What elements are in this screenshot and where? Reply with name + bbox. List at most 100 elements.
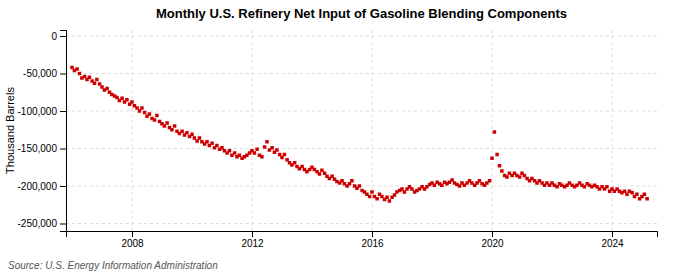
point [555, 185, 559, 189]
grid-line [252, 30, 253, 231]
grid-line [66, 73, 657, 74]
point [195, 139, 199, 143]
tick-label: 2008 [121, 238, 144, 249]
point [518, 175, 522, 179]
tick-label: -100,000 [18, 106, 58, 117]
grid [66, 30, 657, 231]
tick-mark [60, 111, 66, 112]
point [233, 151, 237, 155]
point [523, 174, 527, 178]
tick: -200,000 [18, 181, 66, 192]
point [205, 140, 209, 144]
point [153, 118, 157, 122]
tick: 2016 [361, 231, 384, 249]
points [70, 66, 649, 203]
grid-line [66, 148, 657, 149]
point [458, 184, 462, 188]
point [215, 144, 219, 148]
point [173, 124, 177, 128]
y-axis: 0-50,000-100,000-150,000-200,000-250,000 [18, 31, 67, 232]
point [115, 96, 119, 100]
tick-label: 2020 [481, 238, 504, 249]
point [330, 175, 334, 179]
point [163, 124, 167, 128]
point [505, 175, 509, 179]
plot-area: 200820122016202020240-50,000-100,000-150… [18, 30, 658, 249]
point [500, 169, 504, 173]
tick-label: 2024 [601, 238, 624, 249]
grid-line [132, 30, 133, 231]
grid-line [66, 36, 657, 37]
point [320, 169, 324, 173]
point [143, 111, 147, 115]
point [238, 154, 242, 158]
point [368, 195, 372, 199]
point [583, 185, 587, 189]
tick-mark [492, 231, 493, 237]
point [283, 153, 287, 157]
x-axis: 2008 2012 2016 2020 2024 [67, 231, 658, 249]
point [490, 157, 494, 161]
tick-label: 2016 [361, 238, 384, 249]
point [280, 156, 284, 160]
tick-mark [252, 231, 253, 237]
point [228, 149, 232, 153]
point [138, 109, 142, 113]
point [83, 75, 87, 79]
point [220, 146, 224, 150]
tick: -50,000 [23, 68, 66, 79]
point [88, 76, 92, 80]
point [433, 184, 437, 188]
point [270, 146, 274, 150]
tick-label: -200,000 [18, 181, 58, 192]
point [403, 190, 407, 194]
point [498, 164, 502, 168]
point [75, 67, 79, 71]
point [260, 155, 264, 159]
chart: 200820122016202020240-50,000-100,000-150… [0, 0, 675, 275]
point [78, 72, 82, 76]
point [625, 193, 629, 197]
tick-mark [60, 74, 66, 75]
point [643, 193, 647, 197]
point [488, 179, 492, 183]
point [450, 178, 454, 182]
tick: -250,000 [18, 218, 66, 229]
point [120, 97, 124, 101]
point [95, 78, 99, 82]
point [198, 136, 202, 140]
tick: -100,000 [18, 106, 66, 117]
tick-mark [612, 231, 613, 237]
point [370, 190, 374, 194]
point [105, 87, 109, 91]
tick-label: 2012 [241, 238, 264, 249]
point [410, 187, 414, 191]
point [400, 187, 404, 191]
point [393, 193, 397, 197]
point [265, 140, 269, 144]
point [100, 85, 104, 89]
point [348, 182, 352, 186]
point [495, 153, 499, 157]
point [155, 114, 159, 118]
axis-line [67, 232, 658, 238]
point [70, 66, 74, 70]
point [165, 121, 169, 125]
grid-line [66, 111, 657, 112]
tick-mark [60, 36, 66, 37]
point [185, 131, 189, 135]
grid-line [492, 30, 493, 231]
point [140, 106, 144, 110]
source-note: Source: U.S. Energy Information Administ… [8, 260, 218, 271]
point [300, 165, 304, 169]
y-axis-label: Thousand Barrels [4, 87, 16, 174]
point [135, 106, 139, 110]
point [350, 179, 354, 183]
point [380, 195, 384, 199]
point [275, 148, 279, 152]
grid-line [66, 223, 657, 224]
tick-mark [372, 231, 373, 237]
point [148, 112, 152, 116]
point [323, 172, 327, 176]
point [170, 128, 174, 132]
